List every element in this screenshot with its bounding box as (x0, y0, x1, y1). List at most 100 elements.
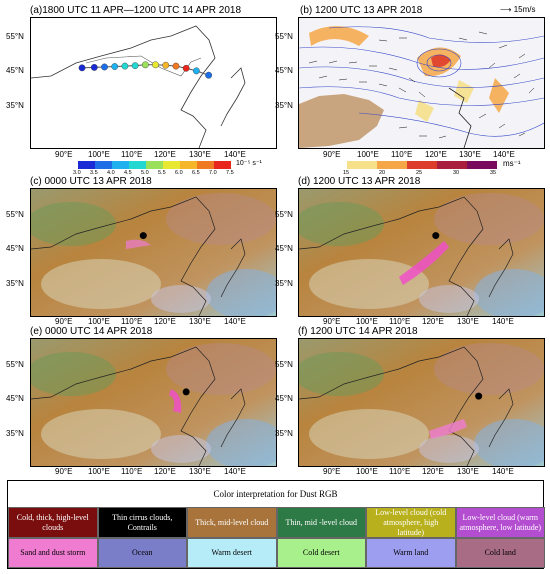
dust-plume (429, 419, 467, 439)
lon-label-a-2: 110°E (121, 150, 143, 159)
legend-cell: Thick, mid-level cloud (187, 507, 277, 538)
cbar-b-tick-4: 35 (490, 170, 497, 176)
legend-cell: Thin cirrus clouds, Contrails (97, 507, 187, 538)
lat-label-b-2: 35°N (275, 101, 293, 110)
colorbar-swatch (377, 161, 408, 169)
panel-c-satellite (30, 188, 277, 317)
lon-label-b-4: 130°E (459, 150, 481, 159)
colorbar-a-unit: 10⁻⁵ s⁻¹ (236, 160, 262, 167)
lon-label-d-1: 100°E (356, 317, 378, 326)
lat-label-f-2: 35°N (275, 429, 293, 438)
panel-c-svg (31, 189, 276, 316)
vortex-center-dot (475, 392, 483, 400)
lon-label-f-1: 100°E (356, 467, 378, 476)
cbar-a-tick-7: 6.5 (192, 170, 200, 176)
panel-a-svg (31, 25, 246, 148)
panel-d-title: (d) 1200 UTC 13 APR 2018 (298, 176, 421, 187)
lon-label-b-1: 100°E (357, 150, 379, 159)
vortex-center-marker (475, 392, 483, 400)
panel-f-satellite (298, 338, 545, 467)
jet-streak-5 (489, 78, 509, 113)
cbar-a-tick-9: 7.5 (226, 170, 234, 176)
jet-streak-3 (431, 54, 451, 68)
cbar-a-tick-0: 3.0 (73, 170, 81, 176)
panel-e-satellite (30, 338, 277, 467)
lat-label-f-0: 55°N (275, 360, 293, 369)
legend-cell: Ocean (97, 538, 187, 568)
lat-label-b-1: 45°N (275, 66, 293, 75)
track-point (182, 64, 190, 72)
panel-d-svg (299, 189, 544, 316)
cbar-a-tick-3: 4.5 (124, 170, 132, 176)
track-point (90, 64, 98, 71)
coastline-b (448, 87, 472, 148)
colorbar-swatch (407, 161, 438, 169)
lon-label-d-3: 120°E (422, 317, 444, 326)
panel-d-satellite (298, 188, 545, 317)
jet-streak-6 (415, 100, 434, 122)
ref-vector: ⟶ 15m/s (500, 5, 536, 14)
lat-label-e-1: 45°N (6, 394, 24, 403)
lon-label-e-1: 100°E (88, 467, 110, 476)
colorbar-swatch (78, 161, 96, 169)
track-point (192, 67, 200, 75)
track-point (121, 62, 129, 70)
lat-label-a-2: 35°N (6, 101, 24, 110)
japan-a (220, 67, 246, 127)
cbar-a-tick-8: 7.0 (209, 170, 217, 176)
vortex-track (78, 61, 213, 79)
lat-label-a-0: 55°N (6, 32, 24, 41)
lon-label-c-4: 130°E (189, 317, 211, 326)
dust-plume (126, 239, 151, 249)
vortex-center-dot (139, 232, 147, 240)
lon-label-f-0: 90°E (323, 467, 341, 476)
legend-cell: Thin, mid -level cloud (276, 507, 366, 538)
colorbar-swatch (214, 161, 231, 169)
lon-label-f-5: 140°E (492, 467, 514, 476)
lon-label-b-2: 110°E (391, 150, 413, 159)
lon-label-f-2: 110°E (389, 467, 411, 476)
cbar-a-tick-5: 5.5 (158, 170, 166, 176)
lon-label-d-0: 90°E (323, 317, 341, 326)
panel-f-svg (299, 339, 544, 466)
panel-e-title: (e) 0000 UTC 14 APR 2018 (30, 326, 153, 337)
panel-c-title: (c) 0000 UTC 13 APR 2018 (30, 176, 152, 187)
legend-cell: Sand and dust storm (8, 538, 98, 568)
lon-label-b-0: 90°E (323, 150, 341, 159)
vortex-center-marker (432, 232, 440, 240)
cbar-a-tick-2: 4.0 (107, 170, 115, 176)
colorbar-swatch (347, 161, 378, 169)
colorbar-a (78, 161, 231, 169)
colorbar-swatch (163, 161, 181, 169)
lon-label-e-5: 140°E (224, 467, 246, 476)
lat-label-e-2: 35°N (6, 429, 24, 438)
vortex-center-marker (139, 232, 147, 240)
panel-a-map (30, 17, 277, 149)
cbar-a-tick-6: 6.0 (175, 170, 183, 176)
jet-streak-1 (309, 26, 369, 46)
lon-label-e-2: 110°E (121, 467, 143, 476)
lon-label-c-1: 100°E (88, 317, 110, 326)
lon-label-d-2: 110°E (389, 317, 411, 326)
lon-label-f-3: 120°E (422, 467, 444, 476)
lon-label-f-4: 130°E (457, 467, 479, 476)
legend-cell: Low-level cloud (cold atmosphere, high l… (366, 507, 456, 538)
ref-arrow-icon: ⟶ (500, 5, 512, 14)
dust-plume (169, 389, 182, 413)
border-a (85, 55, 202, 77)
panel-a-title: (a)1800 UTC 11 APR—1200 UTC 14 APR 2018 (30, 5, 242, 16)
lat-label-d-0: 55°N (275, 210, 293, 219)
panel-f-title: (f) 1200 UTC 14 APR 2018 (298, 326, 418, 337)
panel-b-svg (299, 26, 544, 148)
colorbar-swatch (437, 161, 468, 169)
vortex-center-dot (432, 232, 440, 240)
lat-label-a-1: 45°N (6, 66, 24, 75)
legend-cell: Cold land (455, 538, 545, 568)
tibet-plateau (299, 94, 384, 148)
colorbar-swatch (197, 161, 215, 169)
track-point (101, 63, 108, 71)
lon-label-a-3: 120°E (154, 150, 176, 159)
legend-title: Color interpretation for Dust RGB (213, 489, 338, 499)
legend-cell: Cold, thick, high-level clouds (8, 507, 98, 538)
ref-vector-label: 15m/s (513, 5, 536, 14)
